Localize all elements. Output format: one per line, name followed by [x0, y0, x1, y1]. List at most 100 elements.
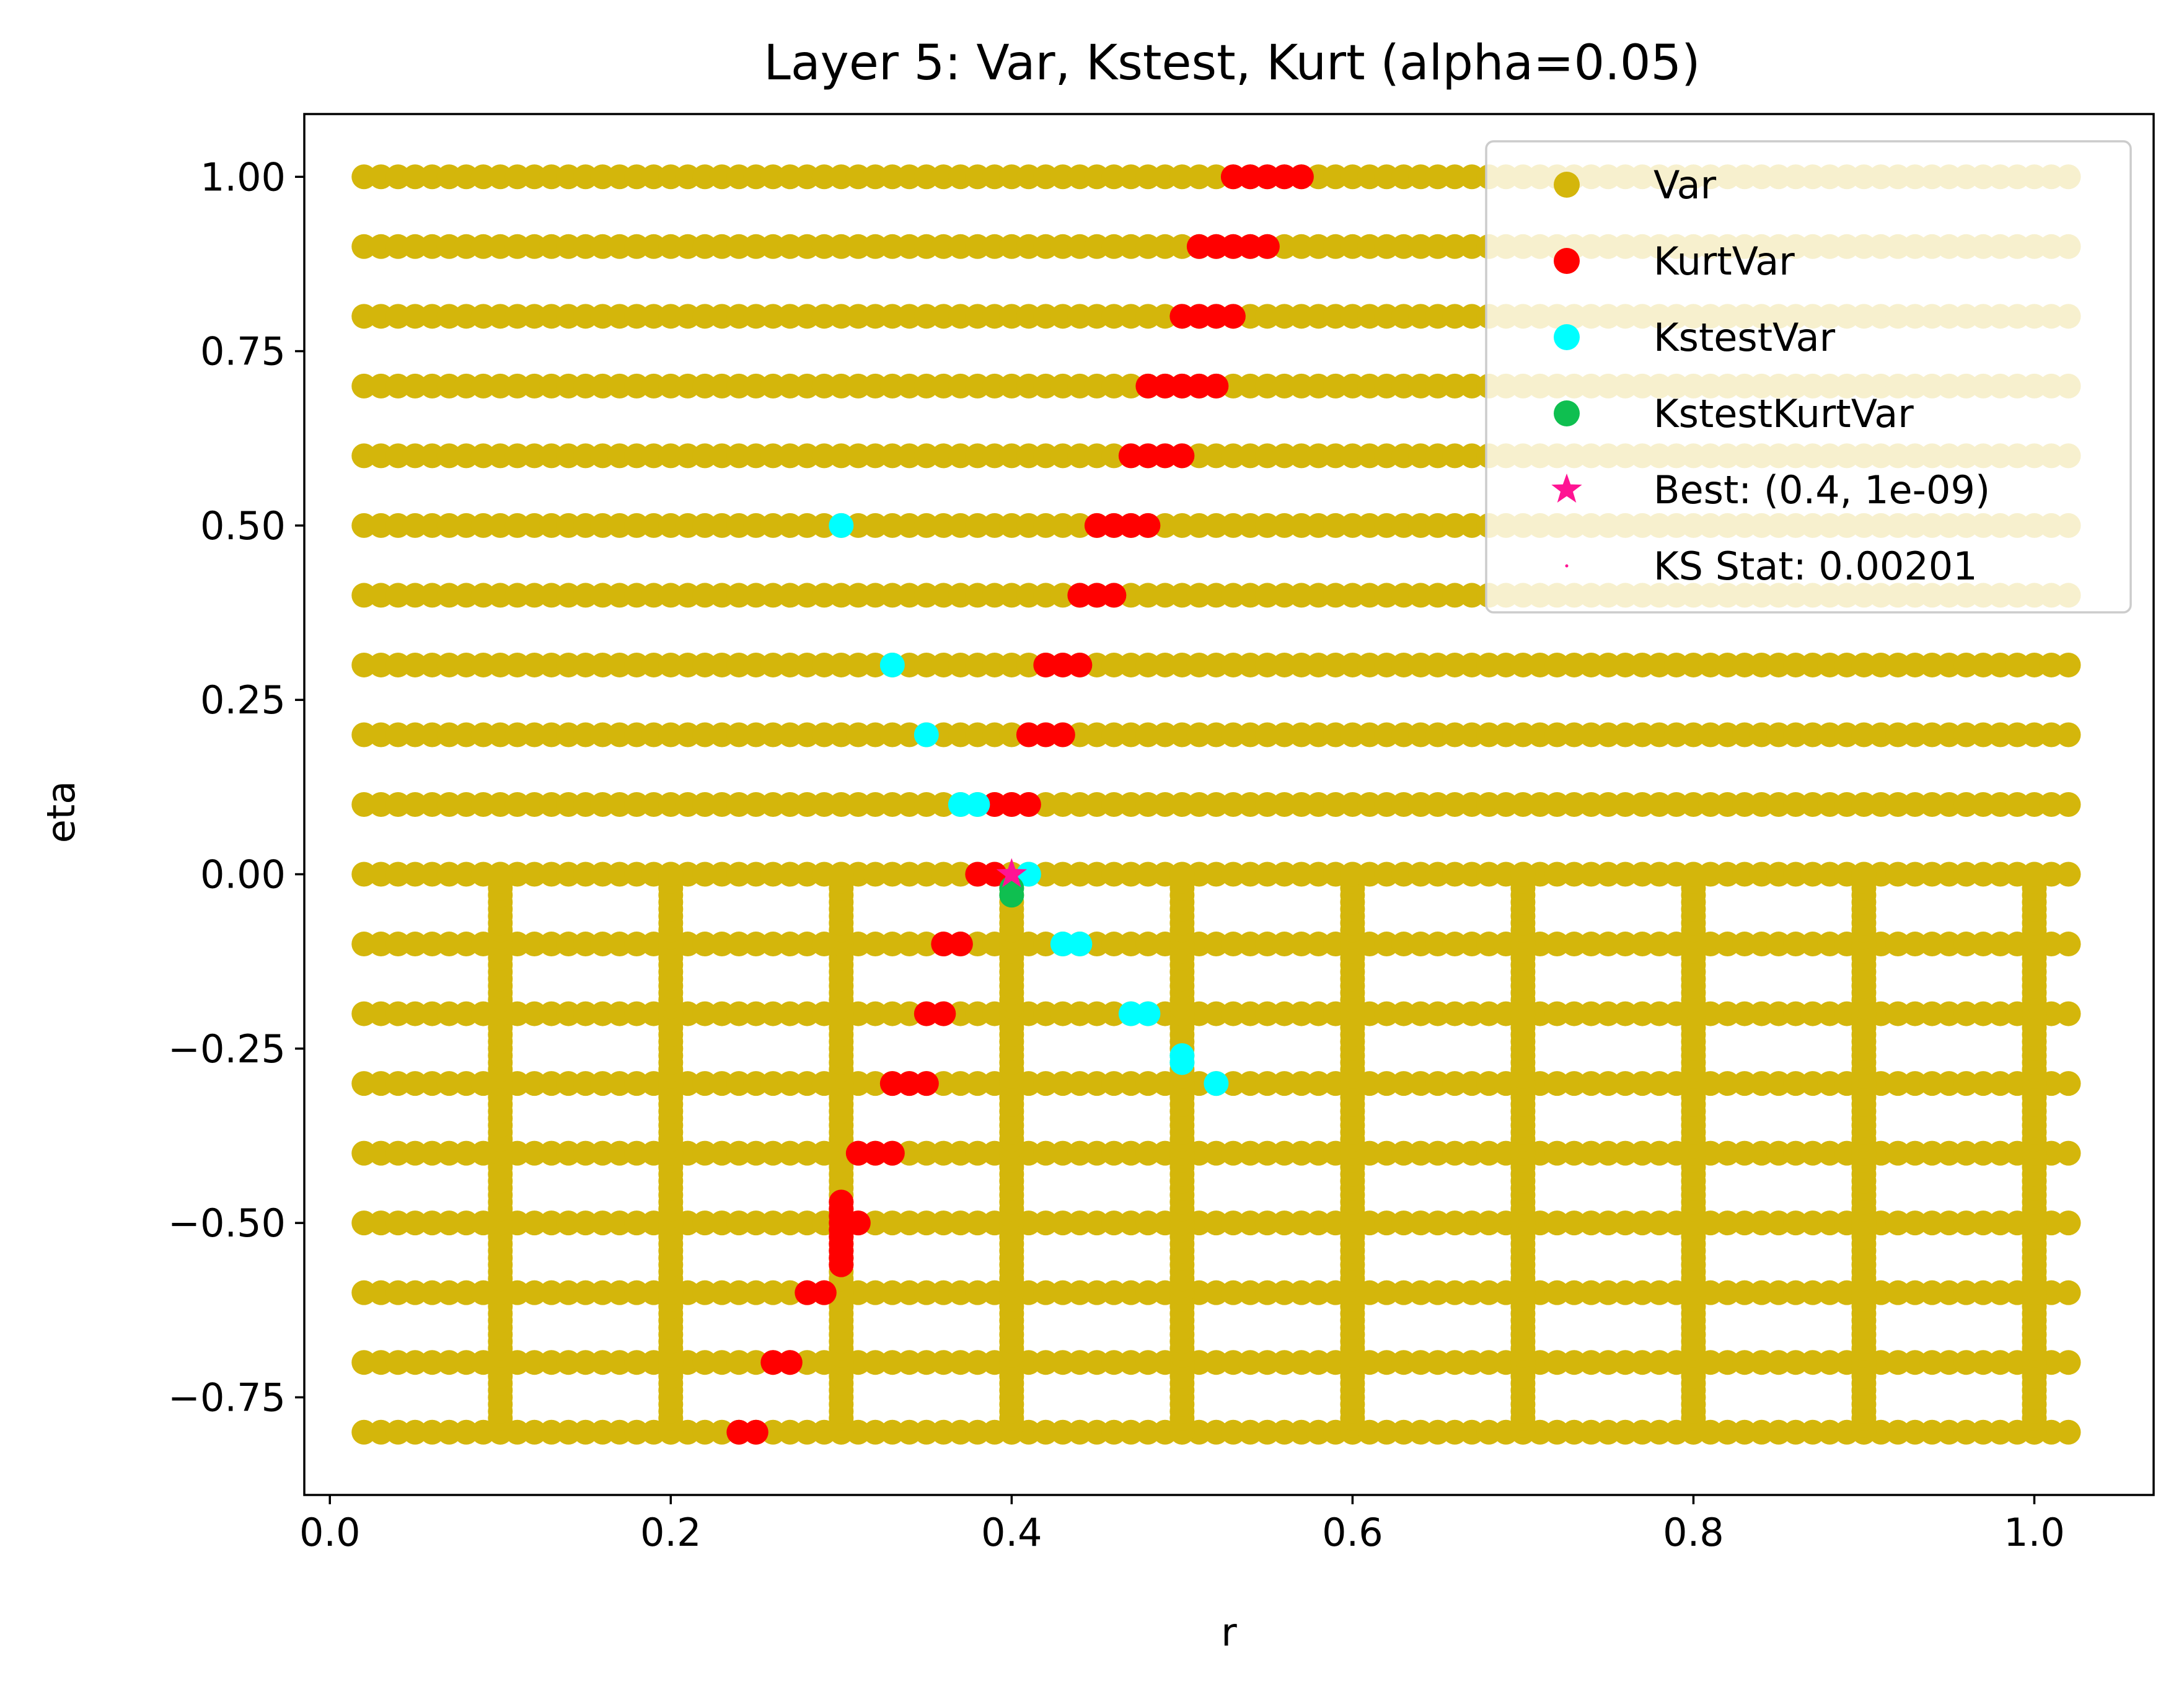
- var-point: [556, 164, 581, 190]
- var-point: [504, 234, 530, 259]
- var-point: [607, 1140, 632, 1166]
- var-point: [624, 1140, 649, 1166]
- var-point: [760, 1140, 786, 1166]
- var-point: [914, 1350, 939, 1375]
- var-point: [436, 234, 462, 259]
- var-point: [368, 652, 394, 677]
- var-point: [1238, 932, 1263, 957]
- var-point: [436, 304, 462, 329]
- var-point: [402, 1140, 428, 1166]
- var-point: [1561, 1001, 1587, 1026]
- kstestvar-point: [879, 652, 905, 677]
- var-point: [879, 932, 905, 957]
- var-point: [351, 862, 377, 887]
- var-point: [1033, 932, 1059, 957]
- var-point: [1391, 373, 1416, 399]
- var-point: [931, 373, 956, 399]
- var-point: [709, 1071, 734, 1096]
- var-point: [999, 373, 1024, 399]
- var-point: [351, 304, 377, 329]
- var-point: [1067, 373, 1093, 399]
- var-point: [1749, 792, 1774, 817]
- legend-label-best-0-4-1e-09: Best: (0.4, 1e-09): [1653, 467, 1990, 513]
- var-point: [1561, 1210, 1587, 1236]
- var-point: [743, 1350, 768, 1375]
- var-point: [368, 1210, 394, 1236]
- var-point: [1817, 1140, 1843, 1166]
- var-point: [1732, 652, 1757, 677]
- var-point: [1101, 1210, 1127, 1236]
- var-point: [1118, 932, 1143, 957]
- x-tick-label: 0.8: [1663, 1510, 1724, 1555]
- var-point: [1544, 862, 1570, 887]
- var-point: [2004, 722, 2030, 747]
- var-point: [1254, 373, 1280, 399]
- var-point: [1629, 722, 1655, 747]
- var-point: [420, 1001, 445, 1026]
- var-point: [351, 1071, 377, 1096]
- var-point: [1681, 792, 1706, 817]
- var-point: [1681, 862, 1706, 887]
- var-point: [760, 164, 786, 190]
- var-point: [590, 862, 615, 887]
- var-point: [1152, 234, 1178, 259]
- var-point: [1084, 1071, 1109, 1096]
- var-point: [1101, 1350, 1127, 1375]
- legend-marker-var: [1554, 172, 1580, 198]
- var-point: [1800, 1071, 1825, 1096]
- var-point: [1135, 1071, 1161, 1096]
- var-point: [607, 862, 632, 887]
- var-point: [1340, 513, 1365, 538]
- var-point: [914, 513, 939, 538]
- var-point: [1800, 722, 1825, 747]
- var-point: [504, 722, 530, 747]
- var-point: [863, 583, 888, 608]
- var-point: [385, 792, 411, 817]
- var-point: [1408, 1419, 1433, 1445]
- var-point: [1186, 652, 1212, 677]
- var-point: [1459, 862, 1484, 887]
- var-point: [1204, 1001, 1229, 1026]
- var-point: [829, 722, 854, 747]
- var-point: [1357, 164, 1382, 190]
- var-point: [1425, 1210, 1450, 1236]
- var-point: [1288, 1280, 1314, 1305]
- var-point: [1732, 1280, 1757, 1305]
- var-point: [999, 583, 1024, 608]
- var-point: [1135, 652, 1161, 677]
- var-point: [1442, 932, 1468, 957]
- var-point: [999, 304, 1024, 329]
- var-point: [1919, 1419, 1945, 1445]
- var-point: [573, 583, 598, 608]
- var-point: [1067, 513, 1093, 538]
- var-point: [385, 722, 411, 747]
- var-point: [1527, 722, 1552, 747]
- kstestvar-point: [1067, 932, 1093, 957]
- var-point: [2004, 652, 2030, 677]
- var-point: [1016, 583, 1041, 608]
- kstestvar-point: [829, 513, 854, 538]
- var-point: [1613, 1001, 1638, 1026]
- var-point: [1238, 722, 1263, 747]
- var-point: [522, 652, 547, 677]
- var-point: [624, 652, 649, 677]
- var-point: [1749, 1419, 1774, 1445]
- var-point: [1902, 722, 1927, 747]
- var-point: [1749, 1350, 1774, 1375]
- var-point: [879, 513, 905, 538]
- legend-label-var: Var: [1653, 162, 1717, 208]
- var-point: [1186, 443, 1212, 469]
- var-point: [1459, 234, 1484, 259]
- var-point: [879, 373, 905, 399]
- var-point: [1561, 1140, 1587, 1166]
- var-point: [454, 1210, 479, 1236]
- var-point: [914, 443, 939, 469]
- var-point: [590, 443, 615, 469]
- var-point: [368, 234, 394, 259]
- var-point: [1306, 792, 1331, 817]
- var-point: [760, 443, 786, 469]
- var-point: [1357, 304, 1382, 329]
- var-point: [1919, 862, 1945, 887]
- var-point: [1340, 164, 1365, 190]
- var-point: [692, 234, 718, 259]
